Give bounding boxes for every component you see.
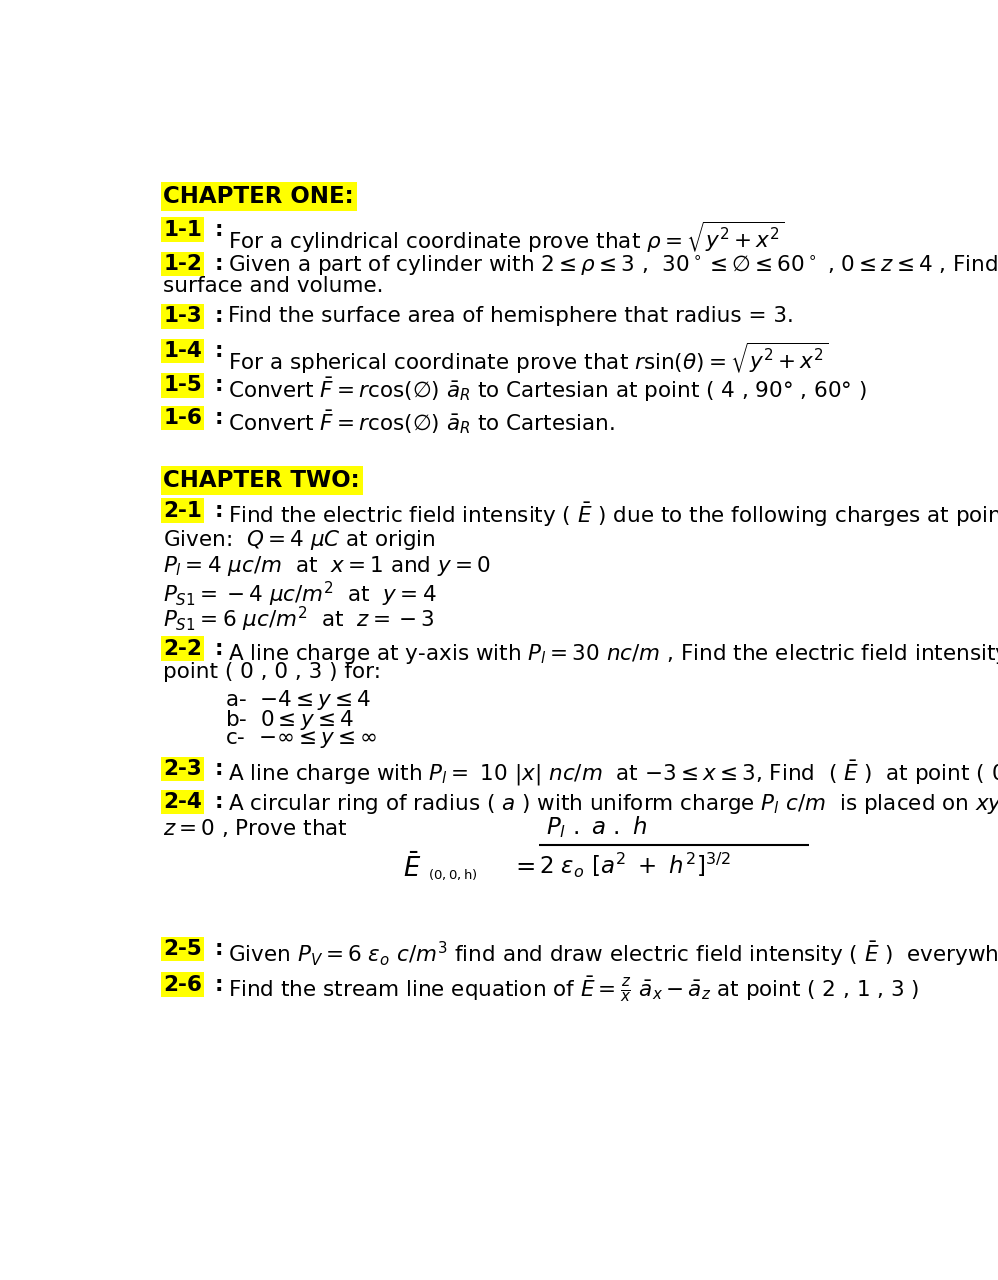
Text: 2-3: 2-3 bbox=[164, 759, 203, 778]
Text: a-  $-4 \leq y \leq 4$: a- $-4 \leq y \leq 4$ bbox=[226, 687, 371, 712]
Text: :: : bbox=[215, 408, 223, 428]
Text: $P_l = 4\ \mu c/m$  at  $x = 1$ and $y = 0$: $P_l = 4\ \mu c/m$ at $x = 1$ and $y = 0… bbox=[164, 554, 491, 577]
Text: $P_l\ .\ a\ .\ h$: $P_l\ .\ a\ .\ h$ bbox=[546, 814, 648, 840]
Text: 2-5: 2-5 bbox=[164, 940, 203, 959]
Text: 2-1: 2-1 bbox=[164, 500, 203, 521]
Text: surface and volume.: surface and volume. bbox=[164, 275, 384, 296]
Text: :: : bbox=[215, 375, 223, 396]
Text: Convert $\bar{F}  = r\cos(\varnothing)\ \bar{a}_R$ to Cartesian.: Convert $\bar{F} = r\cos(\varnothing)\ \… bbox=[229, 408, 616, 435]
Text: For a spherical coordinate prove that $r\sin(\theta) = \sqrt{y^2 + x^2}$: For a spherical coordinate prove that $r… bbox=[229, 340, 828, 376]
Text: $P_{S1} = -4\ \mu c/m^2$  at  $y = 4$: $P_{S1} = -4\ \mu c/m^2$ at $y = 4$ bbox=[164, 580, 437, 608]
Text: c-  $-\infty \leq y \leq \infty$: c- $-\infty \leq y \leq \infty$ bbox=[226, 730, 377, 750]
Text: :: : bbox=[215, 220, 223, 239]
Text: A line charge at y-axis with $P_l = 30\ nc/m$ , Find the electric field intensit: A line charge at y-axis with $P_l = 30\ … bbox=[229, 639, 998, 667]
Text: $_{\rm (0,0,h)}$: $_{\rm (0,0,h)}$ bbox=[428, 863, 478, 882]
Text: A line charge with $P_l =\ 10\ |x|\ nc/m$  at $-3 \leq x \leq 3$, Find  ( $\bar{: A line charge with $P_l =\ 10\ |x|\ nc/m… bbox=[229, 759, 998, 788]
Text: 2-6: 2-6 bbox=[164, 974, 203, 995]
Text: 2-4: 2-4 bbox=[164, 792, 203, 813]
Text: Given:  $Q = 4\ \mu C$ at origin: Given: $Q = 4\ \mu C$ at origin bbox=[164, 529, 436, 552]
Text: 1-4: 1-4 bbox=[164, 340, 203, 361]
Text: b-  $0 \leq y \leq 4$: b- $0 \leq y \leq 4$ bbox=[226, 709, 354, 732]
Text: A circular ring of radius ( $a$ ) with uniform charge $P_l\ c/m$  is placed on $: A circular ring of radius ( $a$ ) with u… bbox=[229, 792, 998, 817]
Text: Convert $\bar{F}  = r\cos(\varnothing)\ \bar{a}_R$ to Cartesian at point ( 4 , 9: Convert $\bar{F} = r\cos(\varnothing)\ \… bbox=[229, 375, 867, 403]
Text: point ( 0 , 0 , 3 ) for:: point ( 0 , 0 , 3 ) for: bbox=[164, 662, 381, 682]
Text: $z = 0$ , Prove that: $z = 0$ , Prove that bbox=[164, 817, 348, 838]
Text: $=$: $=$ bbox=[511, 854, 536, 877]
Text: :: : bbox=[215, 940, 223, 959]
Text: 1-3: 1-3 bbox=[164, 306, 203, 326]
Text: :: : bbox=[215, 639, 223, 658]
Text: :: : bbox=[215, 792, 223, 813]
Text: :: : bbox=[215, 340, 223, 361]
Text: $\bar{E}$: $\bar{E}$ bbox=[403, 854, 421, 883]
Text: For a cylindrical coordinate prove that $\rho = \sqrt{y^2 + x^2}$: For a cylindrical coordinate prove that … bbox=[229, 220, 784, 255]
Text: :: : bbox=[215, 306, 223, 326]
Text: :: : bbox=[215, 500, 223, 521]
Text: $P_{S1} = 6\ \mu c/m^2$  at  $z = -3$: $P_{S1} = 6\ \mu c/m^2$ at $z = -3$ bbox=[164, 605, 435, 634]
Text: 1-5: 1-5 bbox=[164, 375, 203, 396]
Text: :: : bbox=[215, 974, 223, 995]
Text: :: : bbox=[215, 759, 223, 778]
Text: Given a part of cylinder with $2 \leq \rho \leq 3$ ,  $30^\circ \leq \varnothing: Given a part of cylinder with $2 \leq \r… bbox=[229, 255, 998, 278]
Text: CHAPTER ONE:: CHAPTER ONE: bbox=[164, 186, 354, 209]
Text: Find the surface area of hemisphere that radius = 3.: Find the surface area of hemisphere that… bbox=[229, 306, 794, 326]
Text: Find the electric field intensity ( $\bar{E}$ ) due to the following charges at : Find the electric field intensity ( $\ba… bbox=[229, 500, 998, 529]
Text: 1-2: 1-2 bbox=[164, 255, 203, 274]
Text: 1-6: 1-6 bbox=[164, 408, 203, 428]
Text: CHAPTER TWO:: CHAPTER TWO: bbox=[164, 468, 360, 492]
Text: :: : bbox=[215, 255, 223, 274]
Text: 1-1: 1-1 bbox=[164, 220, 203, 239]
Text: 2-2: 2-2 bbox=[164, 639, 203, 658]
Text: Find the stream line equation of $\bar{E} = \frac{z}{x}\ \bar{a}_x - \bar{a}_z$ : Find the stream line equation of $\bar{E… bbox=[229, 974, 920, 1005]
Text: Given $P_V = 6\ \varepsilon_o\ c/m^3$ find and draw electric field intensity ( $: Given $P_V = 6\ \varepsilon_o\ c/m^3$ fi… bbox=[229, 940, 998, 968]
Text: $2\ \varepsilon_o\ [a^2\ +\ h^2]^{3/2}$: $2\ \varepsilon_o\ [a^2\ +\ h^2]^{3/2}$ bbox=[539, 850, 731, 879]
